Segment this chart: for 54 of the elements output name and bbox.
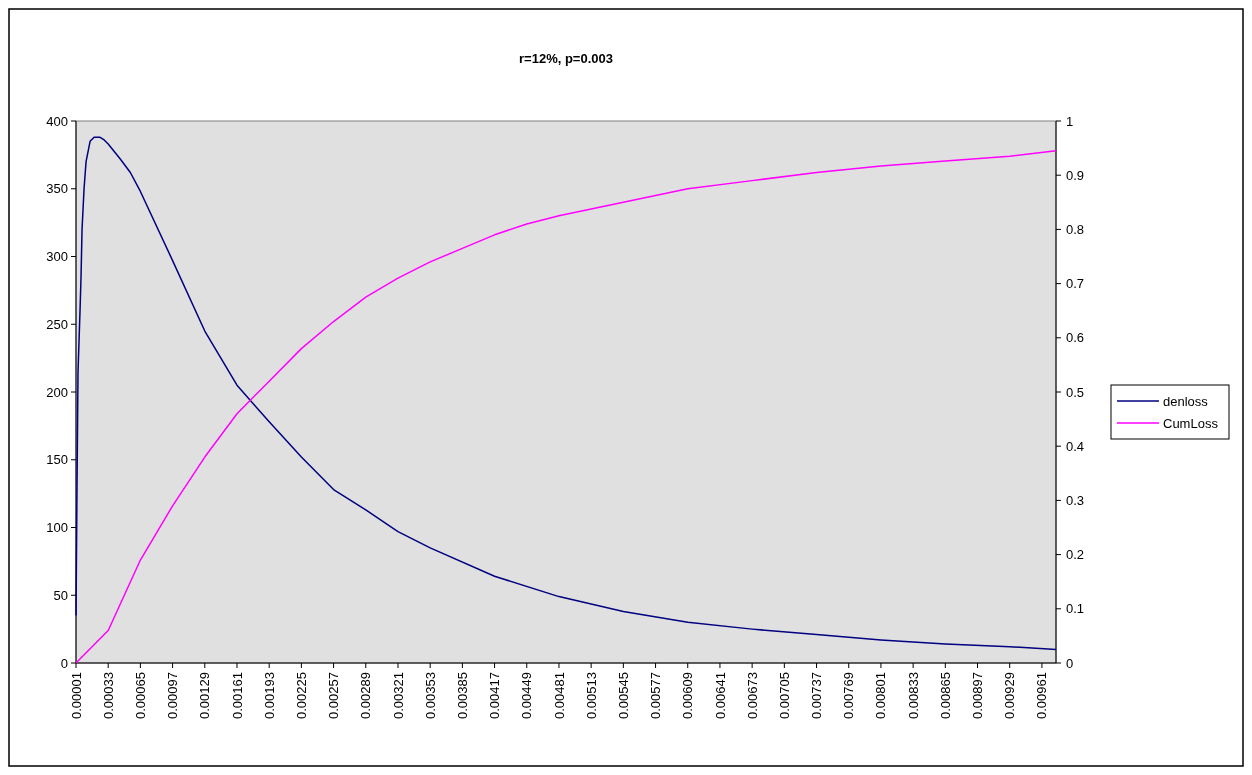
y2-tick-label: 0.2	[1066, 547, 1085, 563]
x-tick-label: 0.00545	[615, 672, 631, 719]
y-tick-label: 350	[46, 181, 68, 197]
y2-tick-label: 0.7	[1066, 276, 1085, 292]
x-tick-label: 0.00065	[132, 672, 148, 719]
x-tick-label: 0.00577	[648, 672, 664, 719]
y-tick-label: 200	[46, 384, 68, 400]
y2-tick-label: 0.8	[1066, 221, 1085, 237]
x-tick-label: 0.00481	[551, 672, 567, 719]
x-tick-label: 0.00833	[905, 672, 921, 719]
x-tick-label: 0.00353	[422, 672, 438, 719]
y2-tick-label: 0.4	[1066, 438, 1085, 454]
x-tick-label: 0.00673	[744, 672, 760, 719]
y2-tick-label: 1	[1066, 113, 1074, 129]
y2-tick-label: 0.9	[1066, 167, 1085, 183]
y2-tick-label: 0.5	[1066, 384, 1085, 400]
x-tick-label: 0.00609	[680, 672, 696, 719]
x-tick-label: 0.00801	[873, 672, 889, 719]
y2-tick-label: 0.6	[1066, 330, 1085, 346]
x-tick-label: 0.00289	[358, 672, 374, 719]
x-tick-label: 0.00033	[100, 672, 116, 719]
x-tick-label: 0.00961	[1034, 672, 1050, 719]
y2-tick-label: 0.1	[1066, 601, 1085, 617]
x-tick-label: 0.00641	[712, 672, 728, 719]
x-tick-label: 0.00225	[293, 672, 309, 719]
chart-title: r=12%, p=0.003	[519, 51, 613, 66]
y2-tick-label: 0	[1066, 655, 1074, 671]
x-tick-label: 0.00449	[519, 672, 535, 719]
legend-label: CumLoss	[1163, 415, 1219, 431]
x-tick-label: 0.00129	[197, 672, 213, 719]
legend-label: denloss	[1163, 393, 1209, 409]
y2-tick-label: 0.3	[1066, 492, 1085, 508]
x-tick-label: 0.00385	[454, 672, 470, 719]
x-tick-label: 0.00513	[583, 672, 599, 719]
x-tick-label: 0.00161	[229, 672, 245, 719]
x-tick-label: 0.00737	[809, 672, 825, 719]
x-tick-label: 0.00257	[326, 672, 342, 719]
x-tick-label: 0.00865	[937, 672, 953, 719]
x-tick-label: 0.00001	[68, 672, 84, 719]
y-tick-label: 400	[46, 113, 68, 129]
y-tick-label: 150	[46, 452, 68, 468]
y-tick-label: 300	[46, 249, 68, 265]
x-tick-label: 0.00769	[841, 672, 857, 719]
y-tick-label: 100	[46, 520, 68, 536]
x-tick-label: 0.00705	[776, 672, 792, 719]
x-tick-label: 0.00193	[261, 672, 277, 719]
y-tick-label: 0	[60, 655, 68, 671]
y-tick-label: 50	[53, 587, 68, 603]
x-tick-label: 0.00929	[1002, 672, 1018, 719]
x-tick-label: 0.00417	[487, 672, 503, 719]
x-tick-label: 0.00897	[970, 672, 986, 719]
y-tick-label: 250	[46, 316, 68, 332]
x-tick-label: 0.00321	[390, 672, 406, 719]
x-tick-label: 0.00097	[165, 672, 181, 719]
